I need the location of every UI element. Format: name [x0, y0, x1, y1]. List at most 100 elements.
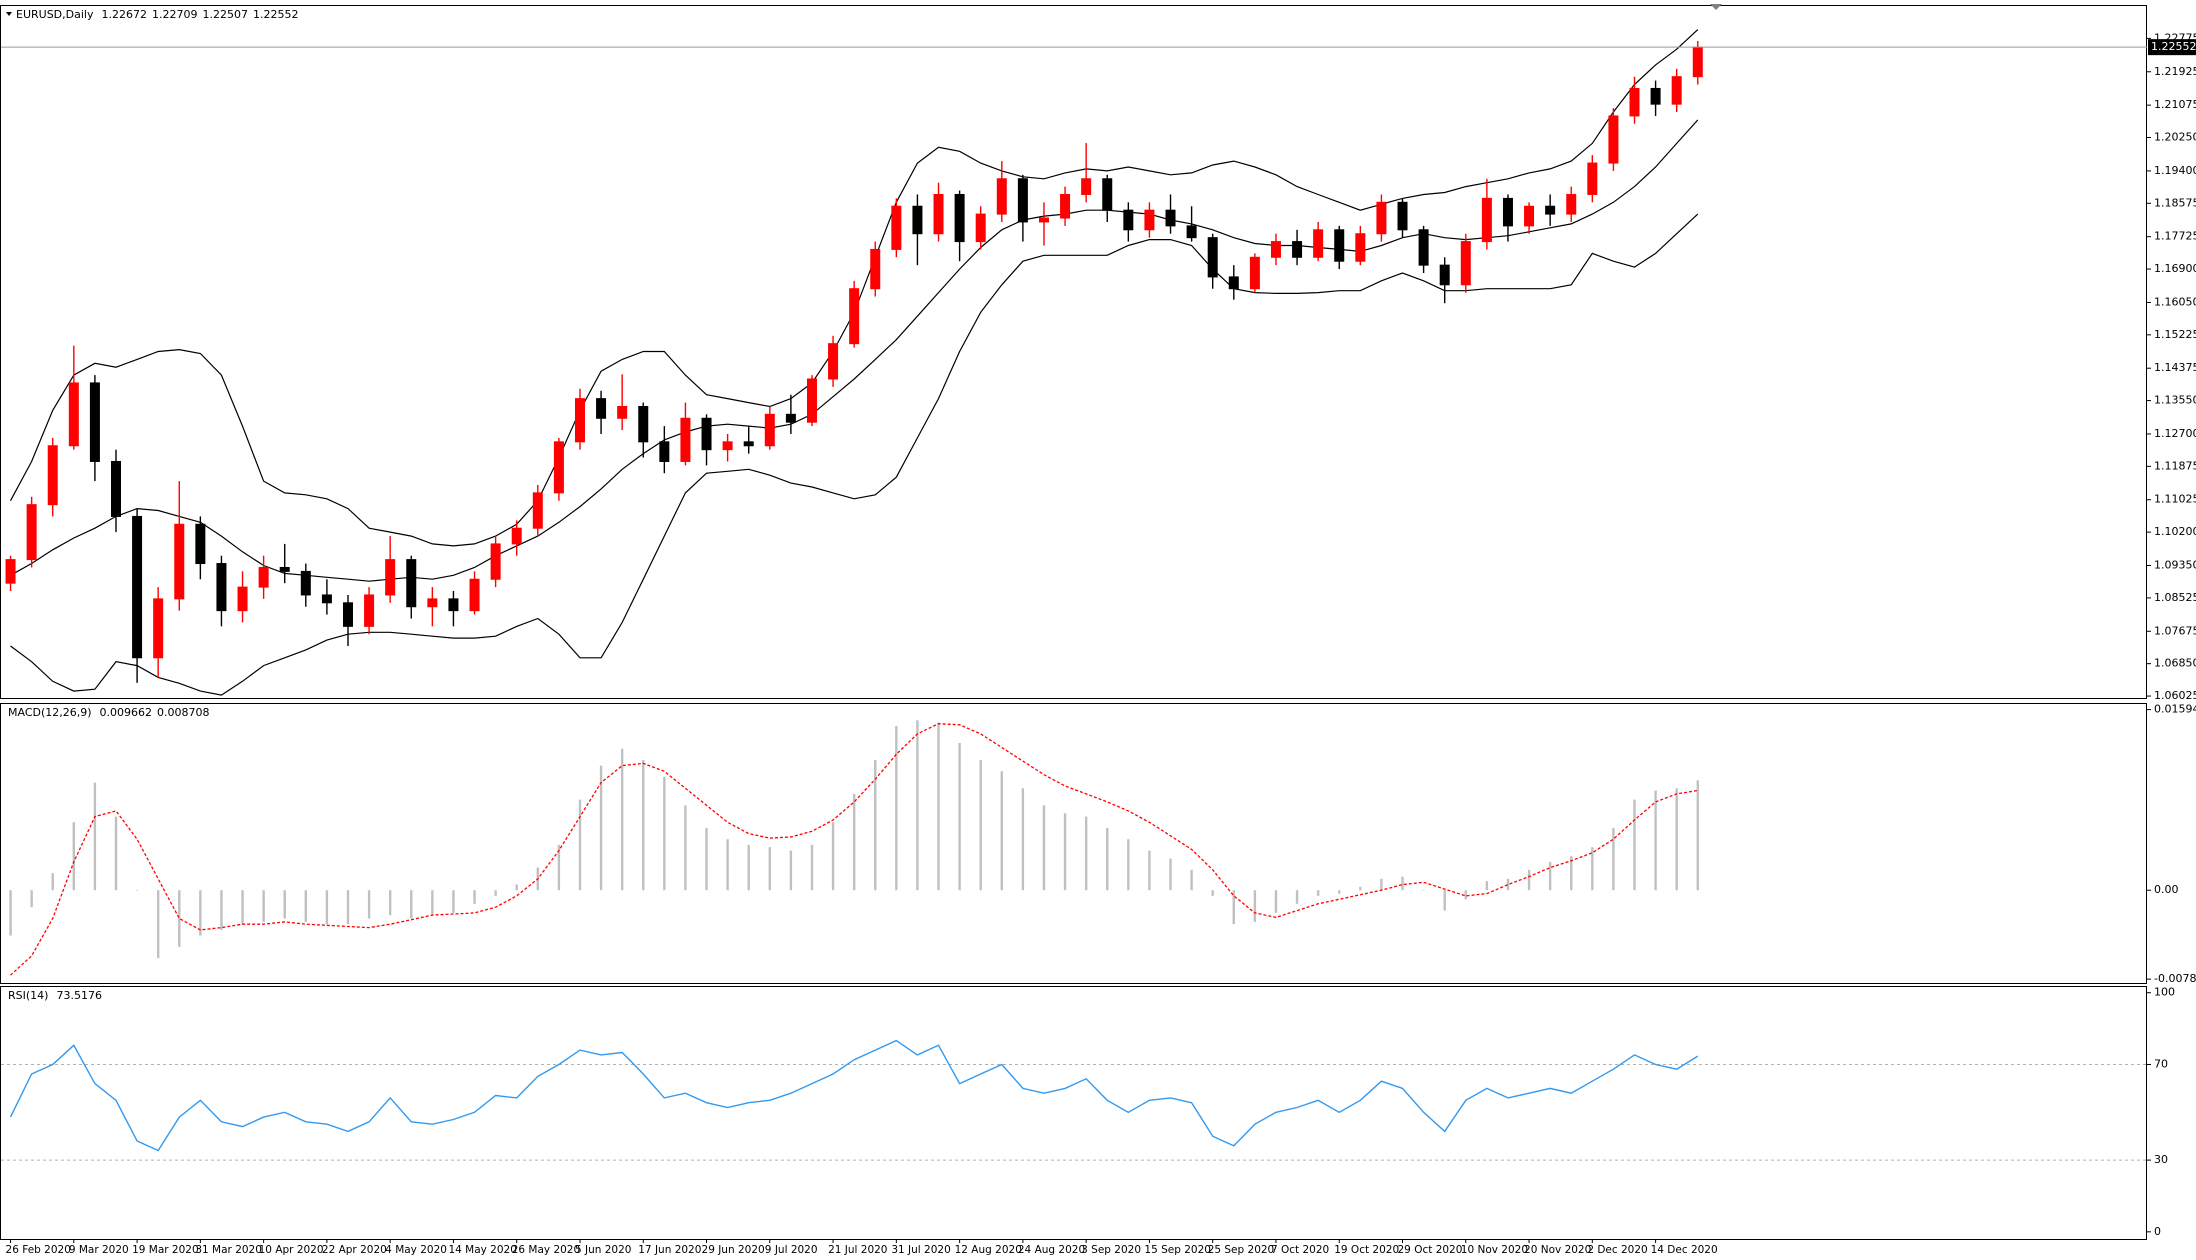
macd-bar [810, 844, 814, 891]
macd-bar [1190, 869, 1193, 891]
candle-body [743, 441, 754, 447]
readout-value: 1.22709 [152, 8, 198, 21]
candle-body [1060, 193, 1071, 219]
macd-bar [852, 793, 856, 891]
candle-body [1334, 229, 1345, 262]
candle-body [216, 563, 227, 612]
y-tick-label: 0.00 [2154, 883, 2179, 896]
candle-body [1587, 162, 1598, 195]
macd-bar [747, 844, 750, 891]
macd-bar [135, 890, 139, 891]
macd-bar [1021, 788, 1025, 891]
candle-body [1165, 209, 1176, 227]
macd-bar [958, 742, 961, 891]
macd-bar [1675, 788, 1678, 891]
macd-bar [726, 839, 729, 891]
macd-bar [367, 890, 371, 919]
macd-panel [0, 703, 2147, 984]
macd-bar [515, 884, 518, 891]
x-tick-label: 2 Dec 2020 [1587, 1244, 1647, 1256]
x-tick-label: 9 Jul 2020 [765, 1244, 818, 1256]
candle-body [1460, 241, 1471, 286]
macd-bar [1443, 890, 1446, 911]
y-tick-label: 0 [2154, 1225, 2161, 1238]
macd-bar [9, 890, 12, 936]
candle-body [68, 382, 79, 447]
candle-body [1038, 217, 1049, 223]
candle-body [1355, 233, 1366, 262]
candle-body [385, 559, 396, 596]
candle-body [469, 578, 480, 612]
candle-body [1270, 241, 1281, 258]
candle-body [237, 586, 248, 612]
macd-bar [916, 720, 919, 891]
candle-body [954, 193, 965, 243]
x-tick-label: 10 Nov 2020 [1461, 1244, 1528, 1256]
macd-bar [1654, 790, 1657, 891]
x-tick-label: 14 Dec 2020 [1651, 1244, 1718, 1256]
macd-bar [789, 850, 793, 891]
macd-bar [979, 759, 982, 891]
readout-value: 1.22672 [101, 8, 147, 21]
macd-bar [241, 890, 244, 925]
candle-body [553, 441, 564, 494]
candle-body [1502, 197, 1513, 227]
macd-bar [1506, 878, 1510, 891]
candle-body [912, 205, 923, 235]
macd-bar [220, 890, 223, 930]
x-tick-label: 26 May 2020 [512, 1244, 580, 1256]
candle-body [1692, 46, 1703, 78]
candle-body [1397, 201, 1408, 231]
candle-body [870, 248, 881, 290]
y-tick-label: 1.15225 [2154, 328, 2196, 341]
readout-value: 73.5176 [56, 989, 102, 1002]
candle-body [1081, 178, 1092, 195]
macd-bar [1591, 847, 1594, 891]
x-tick-label: 19 Oct 2020 [1334, 1244, 1399, 1256]
y-tick-label: 1.21075 [2154, 98, 2196, 111]
x-tick-label: 29 Oct 2020 [1398, 1244, 1463, 1256]
macd-bar [156, 890, 160, 959]
macd-bar [831, 822, 835, 891]
x-tick-label: 31 Mar 2020 [195, 1244, 262, 1256]
x-tick-label: 31 Jul 2020 [891, 1244, 950, 1256]
candle-body [806, 378, 817, 423]
candle-body [828, 343, 839, 380]
candle-body [47, 445, 58, 506]
candle-body [5, 559, 16, 584]
macd-bar [1211, 890, 1214, 896]
panel-title: MACD(12,26,9) 0.009662 0.008708 [8, 706, 210, 719]
candle-body [364, 594, 375, 627]
macd-bar [684, 805, 687, 891]
candle-body [153, 598, 164, 659]
x-tick-label: 17 Jun 2020 [638, 1244, 701, 1256]
candle-body [110, 460, 121, 517]
candle-body [1207, 237, 1218, 278]
macd-bar [346, 890, 350, 925]
indicator-name: RSI(14) [8, 989, 48, 1002]
price-panel [0, 5, 2147, 699]
candle-body [701, 417, 712, 451]
y-tick-label: 1.06850 [2154, 657, 2196, 670]
candle-body [1566, 193, 1577, 215]
candle-body [638, 405, 649, 443]
rsi-line [9, 1039, 1699, 1152]
candle-body [511, 527, 522, 545]
y-tick-label: 1.07675 [2154, 624, 2196, 637]
candle-body [26, 504, 37, 561]
candle-body [300, 570, 311, 596]
macd-bar [30, 890, 33, 908]
macd-bar [937, 722, 940, 891]
candle-body [1376, 201, 1387, 235]
macd-bar [705, 827, 708, 891]
candle-body [321, 594, 332, 604]
y-tick-label: 1.08525 [2154, 591, 2196, 604]
y-tick-label: 1.18575 [2154, 196, 2196, 209]
x-tick-label: 22 Apr 2020 [322, 1244, 387, 1256]
macd-bar [1464, 890, 1467, 900]
candle-body [1524, 205, 1535, 227]
y-tick-label: 100 [2154, 986, 2175, 999]
price-tag-label: 1.22552 [2151, 40, 2196, 53]
x-tick-label: 12 Aug 2020 [955, 1244, 1022, 1256]
